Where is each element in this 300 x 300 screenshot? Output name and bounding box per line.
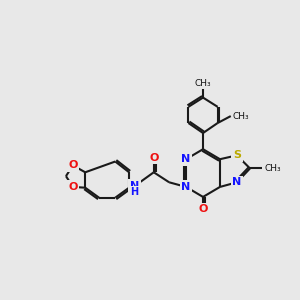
Text: O: O [68, 160, 78, 170]
Text: N: N [182, 154, 191, 164]
Text: O: O [198, 204, 208, 214]
Text: H: H [130, 187, 139, 197]
Text: N: N [182, 182, 191, 192]
Text: CH₃: CH₃ [232, 112, 249, 121]
Text: O: O [68, 182, 78, 192]
Text: N: N [130, 181, 139, 191]
Text: CH₃: CH₃ [195, 79, 211, 88]
Text: O: O [149, 153, 158, 163]
Text: N: N [232, 177, 242, 187]
Text: S: S [233, 150, 241, 160]
Text: CH₃: CH₃ [265, 164, 281, 173]
